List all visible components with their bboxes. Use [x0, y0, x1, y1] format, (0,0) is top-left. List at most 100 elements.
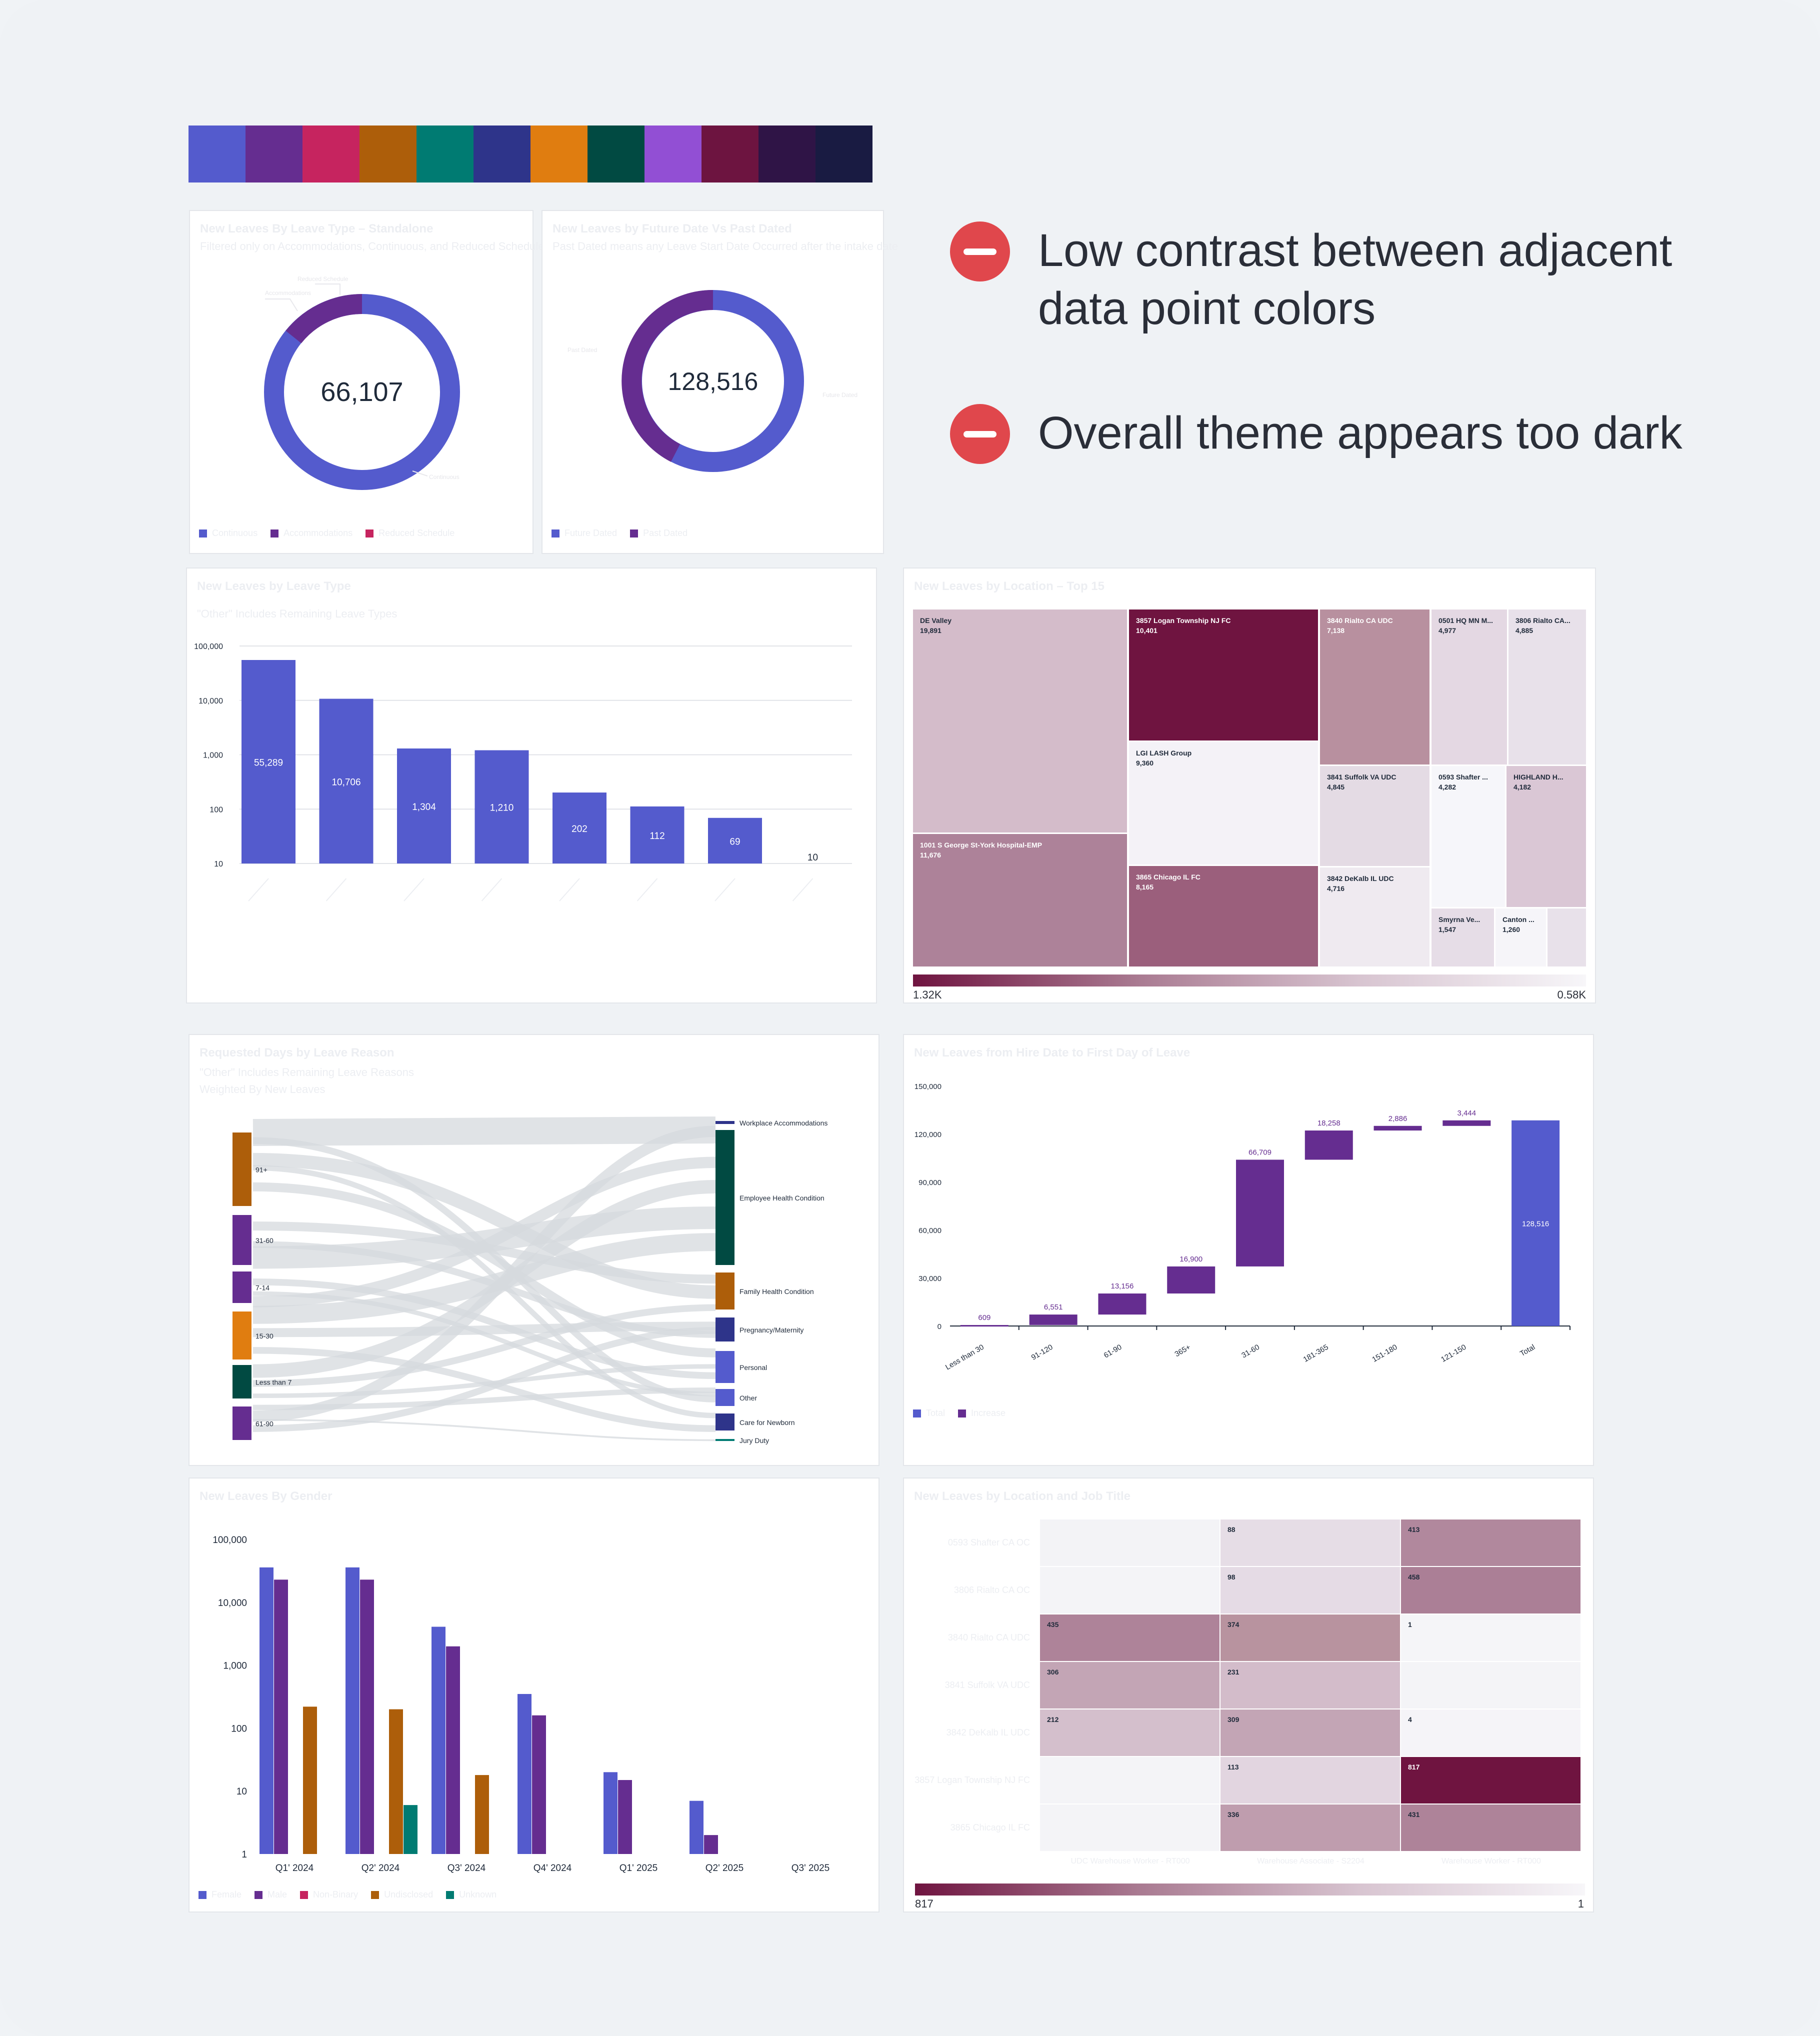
- sankey-source-node[interactable]: [232, 1215, 252, 1265]
- sankey-flow[interactable]: [252, 1322, 716, 1338]
- sankey-flow[interactable]: [252, 1222, 716, 1284]
- treemap-cell[interactable]: 3857 Logan Township NJ FC 10,401: [1129, 610, 1318, 740]
- legend-item[interactable]: Non-Binary: [300, 1890, 358, 1900]
- waterfall-bar[interactable]: [960, 1325, 1008, 1327]
- gender-bar[interactable]: [346, 1567, 360, 1854]
- sankey-flow[interactable]: [252, 1419, 716, 1442]
- sankey-target-node[interactable]: [716, 1389, 734, 1406]
- bar[interactable]: [708, 818, 762, 864]
- bar[interactable]: [552, 792, 606, 864]
- donut-segment-accommodations[interactable]: [286, 294, 362, 344]
- heatmap-cell[interactable]: 374: [1220, 1614, 1400, 1661]
- legend-item[interactable]: Male: [254, 1890, 287, 1900]
- waterfall-bar[interactable]: [1374, 1126, 1422, 1131]
- heatmap-cell[interactable]: 98: [1220, 1567, 1400, 1614]
- treemap-cell[interactable]: 3865 Chicago IL FC 8,165: [1129, 866, 1318, 966]
- gender-bar[interactable]: [432, 1626, 446, 1854]
- sankey-target-node[interactable]: [716, 1130, 734, 1265]
- legend-item[interactable]: Female: [198, 1890, 242, 1900]
- treemap-cell[interactable]: Canton ... 1,260: [1496, 908, 1546, 966]
- sankey-target-node[interactable]: [716, 1351, 734, 1383]
- bar[interactable]: [474, 750, 529, 864]
- treemap-cell[interactable]: 3840 Rialto CA UDC 7,138: [1320, 610, 1430, 764]
- legend-item[interactable]: Accommodations: [270, 528, 352, 538]
- heatmap-cell[interactable]: [1040, 1567, 1220, 1614]
- heatmap-cell[interactable]: 413: [1401, 1520, 1580, 1566]
- treemap-cell[interactable]: 0501 HQ MN M... 4,977: [1432, 610, 1507, 764]
- treemap-cell[interactable]: DE Valley 19,891: [913, 610, 1127, 832]
- legend-item[interactable]: Past Dated: [630, 528, 688, 538]
- treemap-cell[interactable]: 0593 Shafter ... 4,282: [1432, 766, 1505, 907]
- treemap-cell[interactable]: HIGHLAND H... 4,182: [1506, 766, 1586, 907]
- treemap-cell[interactable]: Smyrna Ve... 1,547: [1432, 908, 1494, 966]
- bar[interactable]: [242, 660, 296, 864]
- heatmap-cell[interactable]: 1: [1401, 1614, 1580, 1661]
- treemap-cell[interactable]: [1548, 908, 1586, 966]
- bar[interactable]: [630, 806, 684, 864]
- sankey-target-node[interactable]: [716, 1272, 734, 1310]
- sankey-flow[interactable]: [252, 1327, 716, 1432]
- heatmap-cell[interactable]: 431: [1401, 1804, 1580, 1851]
- sankey-target-node[interactable]: [716, 1439, 734, 1441]
- waterfall-bar[interactable]: [1512, 1120, 1560, 1326]
- sankey-source-node[interactable]: [232, 1132, 252, 1206]
- heatmap-cell[interactable]: 113: [1220, 1757, 1400, 1804]
- legend-item[interactable]: Undisclosed: [371, 1890, 433, 1900]
- sankey-source-node[interactable]: [232, 1312, 252, 1360]
- heatmap-cell[interactable]: 212: [1040, 1710, 1220, 1756]
- gender-bar[interactable]: [260, 1567, 274, 1854]
- heatmap-cell[interactable]: 231: [1220, 1662, 1400, 1708]
- treemap-cell[interactable]: 3842 DeKalb IL UDC 4,716: [1320, 868, 1430, 966]
- gender-bar[interactable]: [532, 1715, 546, 1854]
- heatmap-cell[interactable]: 309: [1220, 1710, 1400, 1756]
- waterfall-bar[interactable]: [1304, 1130, 1353, 1160]
- gender-bar[interactable]: [360, 1580, 374, 1854]
- legend-item[interactable]: Continuous: [199, 528, 258, 538]
- sankey-flow[interactable]: [252, 1126, 716, 1422]
- waterfall-bar[interactable]: [1098, 1293, 1146, 1315]
- legend-item[interactable]: Total: [913, 1408, 945, 1418]
- gender-bar[interactable]: [389, 1709, 403, 1854]
- sankey-source-node[interactable]: [232, 1406, 252, 1440]
- treemap-cell[interactable]: 3841 Suffolk VA UDC 4,845: [1320, 766, 1430, 866]
- heatmap-cell[interactable]: [1040, 1757, 1220, 1804]
- heatmap-cell[interactable]: 817: [1401, 1757, 1580, 1804]
- gender-bar[interactable]: [446, 1646, 460, 1854]
- waterfall-bar[interactable]: [1167, 1266, 1216, 1294]
- legend-item[interactable]: Reduced Schedule: [366, 528, 454, 538]
- gender-bar[interactable]: [303, 1706, 317, 1854]
- waterfall-bar[interactable]: [1442, 1120, 1491, 1126]
- legend-item[interactable]: Future Dated: [552, 528, 617, 538]
- heatmap-cell[interactable]: 435: [1040, 1614, 1220, 1661]
- gender-bar[interactable]: [704, 1835, 718, 1854]
- sankey-source-node[interactable]: [232, 1272, 252, 1303]
- waterfall-bar[interactable]: [1236, 1160, 1284, 1266]
- legend-item[interactable]: Unknown: [446, 1890, 496, 1900]
- treemap-cell[interactable]: 1001 S George St-York Hospital-EMP 11,676: [913, 834, 1127, 966]
- legend-item[interactable]: Increase: [958, 1408, 1006, 1418]
- gender-bar[interactable]: [604, 1772, 618, 1854]
- gender-bar[interactable]: [518, 1694, 532, 1854]
- gender-bar[interactable]: [274, 1580, 288, 1854]
- heatmap-cell[interactable]: 306: [1040, 1662, 1220, 1708]
- bar[interactable]: [397, 748, 451, 864]
- heatmap-cell[interactable]: [1040, 1804, 1220, 1851]
- gender-bar[interactable]: [475, 1775, 489, 1854]
- sankey-flow[interactable]: [252, 1387, 716, 1410]
- sankey-flow[interactable]: [252, 1156, 716, 1308]
- heatmap-cell[interactable]: [1040, 1520, 1220, 1566]
- sankey-source-node[interactable]: [232, 1365, 252, 1398]
- sankey-target-node[interactable]: [716, 1414, 734, 1430]
- heatmap-cell[interactable]: 4: [1401, 1710, 1580, 1756]
- heatmap-cell[interactable]: 336: [1220, 1804, 1400, 1851]
- sankey-target-node[interactable]: [716, 1318, 734, 1342]
- donut-segment-past[interactable]: [622, 290, 714, 462]
- bar[interactable]: [319, 698, 374, 864]
- heatmap-cell[interactable]: 458: [1401, 1567, 1580, 1614]
- gender-bar[interactable]: [690, 1800, 704, 1854]
- sankey-target-node[interactable]: [716, 1121, 734, 1124]
- waterfall-bar[interactable]: [1029, 1314, 1078, 1326]
- gender-bar[interactable]: [618, 1780, 632, 1854]
- heatmap-cell[interactable]: 88: [1220, 1520, 1400, 1566]
- sankey-flow[interactable]: [252, 1304, 716, 1387]
